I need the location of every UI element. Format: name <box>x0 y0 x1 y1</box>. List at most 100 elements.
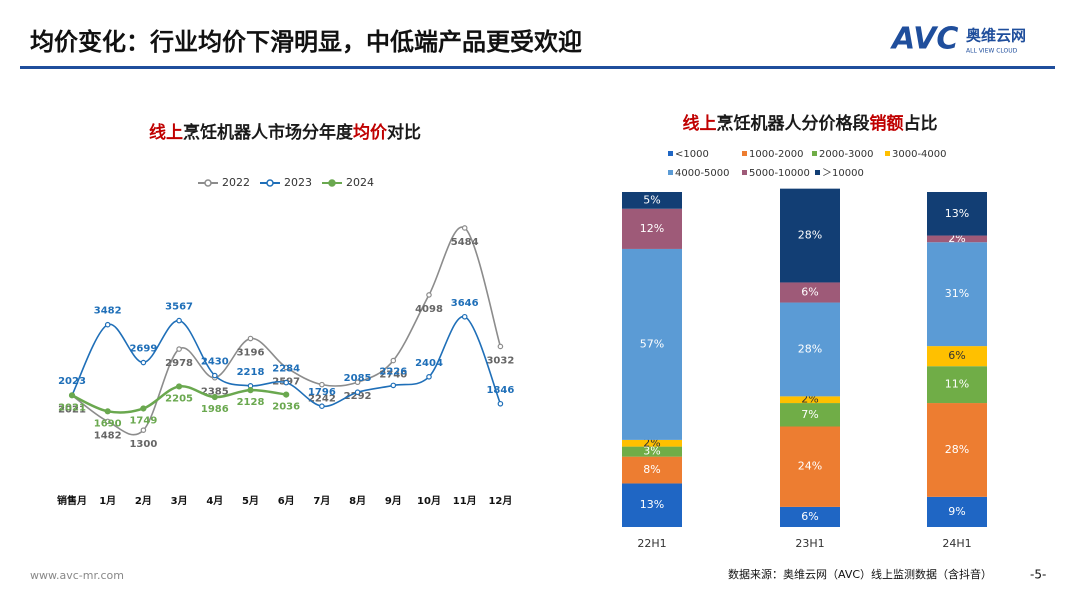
point <box>354 389 361 396</box>
bar-segment <box>927 192 987 236</box>
data-label: 1796 <box>308 387 336 398</box>
point <box>426 374 432 380</box>
point <box>211 393 218 401</box>
point <box>104 321 111 328</box>
point <box>176 346 182 352</box>
bar-segment <box>622 192 682 209</box>
data-label: 2284 <box>272 364 300 375</box>
x-tick-label: 5月 <box>242 495 259 507</box>
bar-segment <box>622 248 682 440</box>
bar-segment <box>622 439 682 447</box>
data-label: 2978 <box>165 358 193 369</box>
data-label: 2430 <box>201 357 229 368</box>
bar-segment <box>927 242 987 347</box>
chart-title: 线上烹饪机器人分价格段销额占比 <box>683 113 938 134</box>
point <box>497 343 504 350</box>
data-label: 2740 <box>379 370 407 381</box>
legend-marker <box>328 179 336 187</box>
bar-segment <box>622 446 682 457</box>
x-tick-label: 12月 <box>488 495 512 507</box>
title-part: 烹饪机器人市场分年度 <box>183 122 354 143</box>
footer-url: www.avc-mr.com <box>30 569 124 582</box>
legend-label: <1000 <box>675 149 709 160</box>
x-tick-label: 2月 <box>135 495 152 507</box>
x-tick-label: 10月 <box>417 495 441 507</box>
data-label: 1749 <box>129 415 157 426</box>
bar-segment <box>927 346 987 367</box>
title-part: 销额 <box>870 113 904 134</box>
data-label: 7% <box>801 408 818 421</box>
point <box>319 381 325 388</box>
legend-swatch <box>742 151 747 156</box>
data-label: 11% <box>945 378 969 391</box>
legend-swatch <box>812 151 817 156</box>
data-label: 28% <box>945 443 969 456</box>
legend-label: 2000-3000 <box>819 149 874 160</box>
bar-segment <box>780 396 840 404</box>
point <box>283 379 290 386</box>
data-label: 2021 <box>58 402 86 413</box>
x-tick-label: 24H1 <box>942 537 971 550</box>
data-label: 2036 <box>272 402 300 413</box>
data-label: 5484 <box>451 237 479 248</box>
x-tick-label: 3月 <box>171 495 188 507</box>
data-label: 3032 <box>486 355 514 366</box>
data-label: 1690 <box>94 418 122 429</box>
bar-segment <box>927 496 987 527</box>
data-label: 24% <box>798 460 822 473</box>
point <box>497 400 504 407</box>
x-tick-label: 4月 <box>206 495 223 507</box>
title-part: 对比 <box>387 122 421 143</box>
legend-swatch <box>668 151 673 156</box>
point <box>104 418 111 425</box>
x-tick-label: 22H1 <box>637 537 666 550</box>
point <box>212 372 218 379</box>
data-label: 2218 <box>237 367 265 378</box>
data-label: 2292 <box>344 391 372 402</box>
x-tick-label: 23H1 <box>795 537 824 550</box>
legend-label: 1000-2000 <box>749 149 804 160</box>
data-label: 28% <box>798 342 822 355</box>
data-label: 28% <box>798 229 822 242</box>
bar-segment <box>780 426 840 507</box>
legend-swatch <box>742 170 747 175</box>
logo-en: ALL VIEW CLOUD <box>966 48 1018 55</box>
footer-source: 数据来源：奥维云网（AVC）线上监测数据（含抖音） <box>728 567 992 581</box>
legend-label: 5000-10000 <box>749 168 810 179</box>
title-part: 线上 <box>149 122 183 143</box>
bar-segment <box>927 403 987 497</box>
x-tick-label: 11月 <box>453 495 477 507</box>
chart-title: 线上烹饪机器人市场分年度均价对比 <box>149 122 421 143</box>
point <box>140 427 147 433</box>
legend-label: 3000-4000 <box>892 149 947 160</box>
point <box>283 364 290 371</box>
data-label: 3646 <box>451 298 479 309</box>
data-label: 13% <box>640 498 664 511</box>
data-label: 6% <box>801 510 818 523</box>
point <box>461 225 468 231</box>
x-tick-label: 8月 <box>349 495 366 507</box>
legend-swatch <box>815 170 820 175</box>
x-tick-label: 6月 <box>278 495 295 507</box>
header-rule <box>20 66 1055 69</box>
data-label: 6% <box>948 349 965 362</box>
point <box>140 359 147 366</box>
point <box>354 379 361 386</box>
title-part: 线上 <box>683 113 717 134</box>
x-tick-label: 销售月 <box>57 494 87 507</box>
legend-label: 2022 <box>222 176 250 189</box>
point <box>390 382 397 389</box>
data-label: 1846 <box>486 385 514 396</box>
data-label: 2085 <box>344 373 372 384</box>
point <box>247 387 254 394</box>
data-label: 1300 <box>129 439 157 450</box>
data-label: 2023 <box>58 376 86 387</box>
point <box>176 317 182 324</box>
bar-segment <box>780 282 840 303</box>
data-label: 3482 <box>94 306 122 317</box>
point <box>247 335 254 342</box>
logo-cn: 奥维云网 <box>966 27 1026 45</box>
bar-segment <box>927 366 987 404</box>
data-label: 8% <box>643 463 660 476</box>
data-label: 2404 <box>415 358 443 369</box>
